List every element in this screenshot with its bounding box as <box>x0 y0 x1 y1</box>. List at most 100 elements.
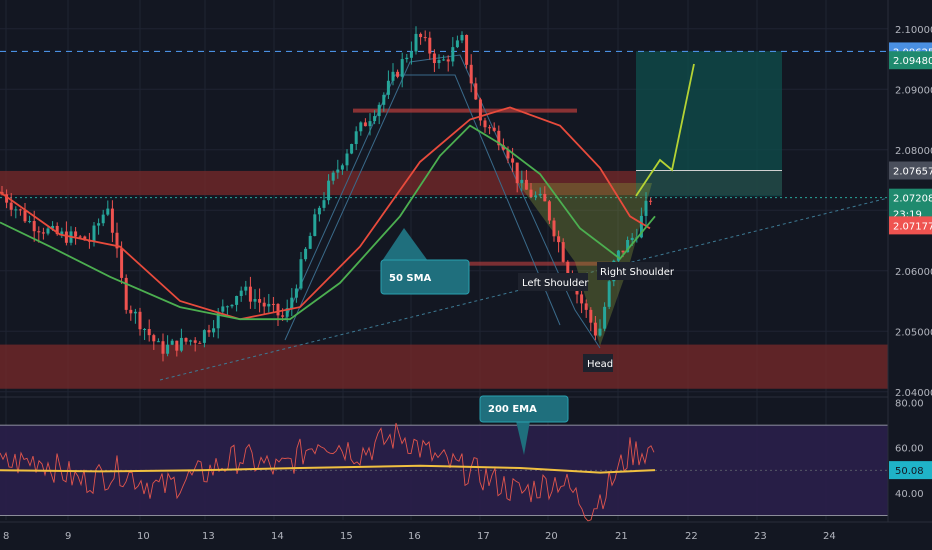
candle-body <box>492 127 496 131</box>
candle-body <box>593 322 597 336</box>
right-shoulder-label[interactable]: Right Shoulder <box>597 262 675 280</box>
candle-body <box>566 261 570 274</box>
candle-body <box>313 214 317 236</box>
ema-callout[interactable]: 200 EMA <box>479 395 569 455</box>
time-tick-label: 22 <box>685 531 698 542</box>
price-label-box <box>889 216 932 235</box>
head-label[interactable]: Head <box>583 354 613 372</box>
candle-body <box>175 340 179 351</box>
candle-body <box>520 179 524 184</box>
candle-body <box>345 153 349 166</box>
candle-body <box>400 59 404 77</box>
price-axis[interactable]: 2.100002.090002.080002.070002.060002.050… <box>887 0 932 522</box>
candle-body <box>124 277 128 310</box>
candle-body <box>212 328 216 333</box>
candle-body <box>373 116 377 122</box>
ema-callout-label: 200 EMA <box>488 404 537 415</box>
candle-body <box>432 53 436 64</box>
candle-body <box>106 208 110 215</box>
candle-body <box>451 47 455 62</box>
candle-body <box>423 37 427 39</box>
candle-body <box>294 288 298 298</box>
candle-body <box>14 209 18 211</box>
candle-body <box>120 248 124 278</box>
candle-body <box>529 189 533 197</box>
candle-body <box>248 286 252 302</box>
candle-body <box>304 248 308 260</box>
candle-body <box>616 250 620 261</box>
candle-body <box>46 228 50 234</box>
head-shoulders-fill <box>518 183 652 346</box>
candle-body <box>382 94 386 105</box>
candle-body <box>129 309 133 314</box>
candle-body <box>396 71 400 77</box>
time-tick-label: 14 <box>271 531 284 542</box>
price-tick-label: 2.08000 <box>895 146 932 157</box>
price-tick-label: 2.06000 <box>895 267 932 278</box>
candle-body <box>179 337 183 351</box>
price-label-box <box>889 161 932 180</box>
axis-background <box>888 0 932 522</box>
candle-body <box>258 299 262 303</box>
left-shoulder-label[interactable]: Left Shoulder <box>518 273 589 291</box>
neck-zone-mid <box>430 261 620 266</box>
candle-body <box>235 295 239 305</box>
candle-body <box>354 131 358 145</box>
candle-body <box>561 242 565 262</box>
candle-body <box>446 59 450 62</box>
candle-body <box>285 308 289 317</box>
candle-body <box>442 59 446 61</box>
candle-body <box>32 221 36 232</box>
candle-body <box>327 180 331 201</box>
candle-body <box>386 80 390 95</box>
time-tick-label: 16 <box>408 531 421 542</box>
rsi-panel <box>0 396 888 522</box>
candle-body <box>267 303 271 307</box>
candle-body <box>497 130 501 146</box>
candle-body <box>202 330 206 343</box>
candle-body <box>37 231 41 233</box>
support-zone <box>0 344 888 389</box>
candle-body <box>184 337 188 342</box>
moving-averages <box>0 106 656 321</box>
candle-body <box>603 306 607 329</box>
candle-body <box>409 51 413 58</box>
price-tick-label: 2.09000 <box>895 85 932 96</box>
price-tick-label: 2.05000 <box>895 327 932 338</box>
time-tick-label: 9 <box>65 531 71 542</box>
rsi-value-text: 50.08 <box>895 466 924 477</box>
time-axis[interactable]: 8 9 10 13 14 15 16 17 20 21 22 23 24 <box>0 521 932 550</box>
candle-body <box>281 315 285 317</box>
candle-body <box>391 71 395 81</box>
candle-body <box>469 64 473 84</box>
candle-body <box>55 225 59 235</box>
time-tick-label: 20 <box>545 531 558 542</box>
candle-body <box>78 236 82 238</box>
candle-body <box>630 237 634 241</box>
candle-body <box>368 121 372 127</box>
candle-body <box>547 201 551 221</box>
time-tick-label: 17 <box>477 531 490 542</box>
price-label-box <box>889 188 932 207</box>
time-axis-background <box>0 522 932 550</box>
sma-line <box>0 124 656 321</box>
candle-body <box>552 220 556 237</box>
candle-body <box>460 34 464 41</box>
price-tick-label: 2.10000 <box>895 25 932 36</box>
candle-body <box>133 311 137 314</box>
candle-body <box>221 306 225 312</box>
candle-body <box>428 37 432 54</box>
candle-body <box>60 231 64 235</box>
neck-zone-top <box>353 108 577 113</box>
candle-body <box>474 83 478 100</box>
candle-body <box>138 311 142 330</box>
channel-line <box>284 74 561 326</box>
candle-body <box>152 335 156 342</box>
candle-body <box>478 99 482 121</box>
candle-body <box>253 299 257 302</box>
sma-callout[interactable]: 50 SMA <box>380 228 470 295</box>
candle-body <box>534 195 538 197</box>
candle-body <box>465 34 469 65</box>
candle-body <box>271 303 275 305</box>
candle-body <box>331 172 335 181</box>
